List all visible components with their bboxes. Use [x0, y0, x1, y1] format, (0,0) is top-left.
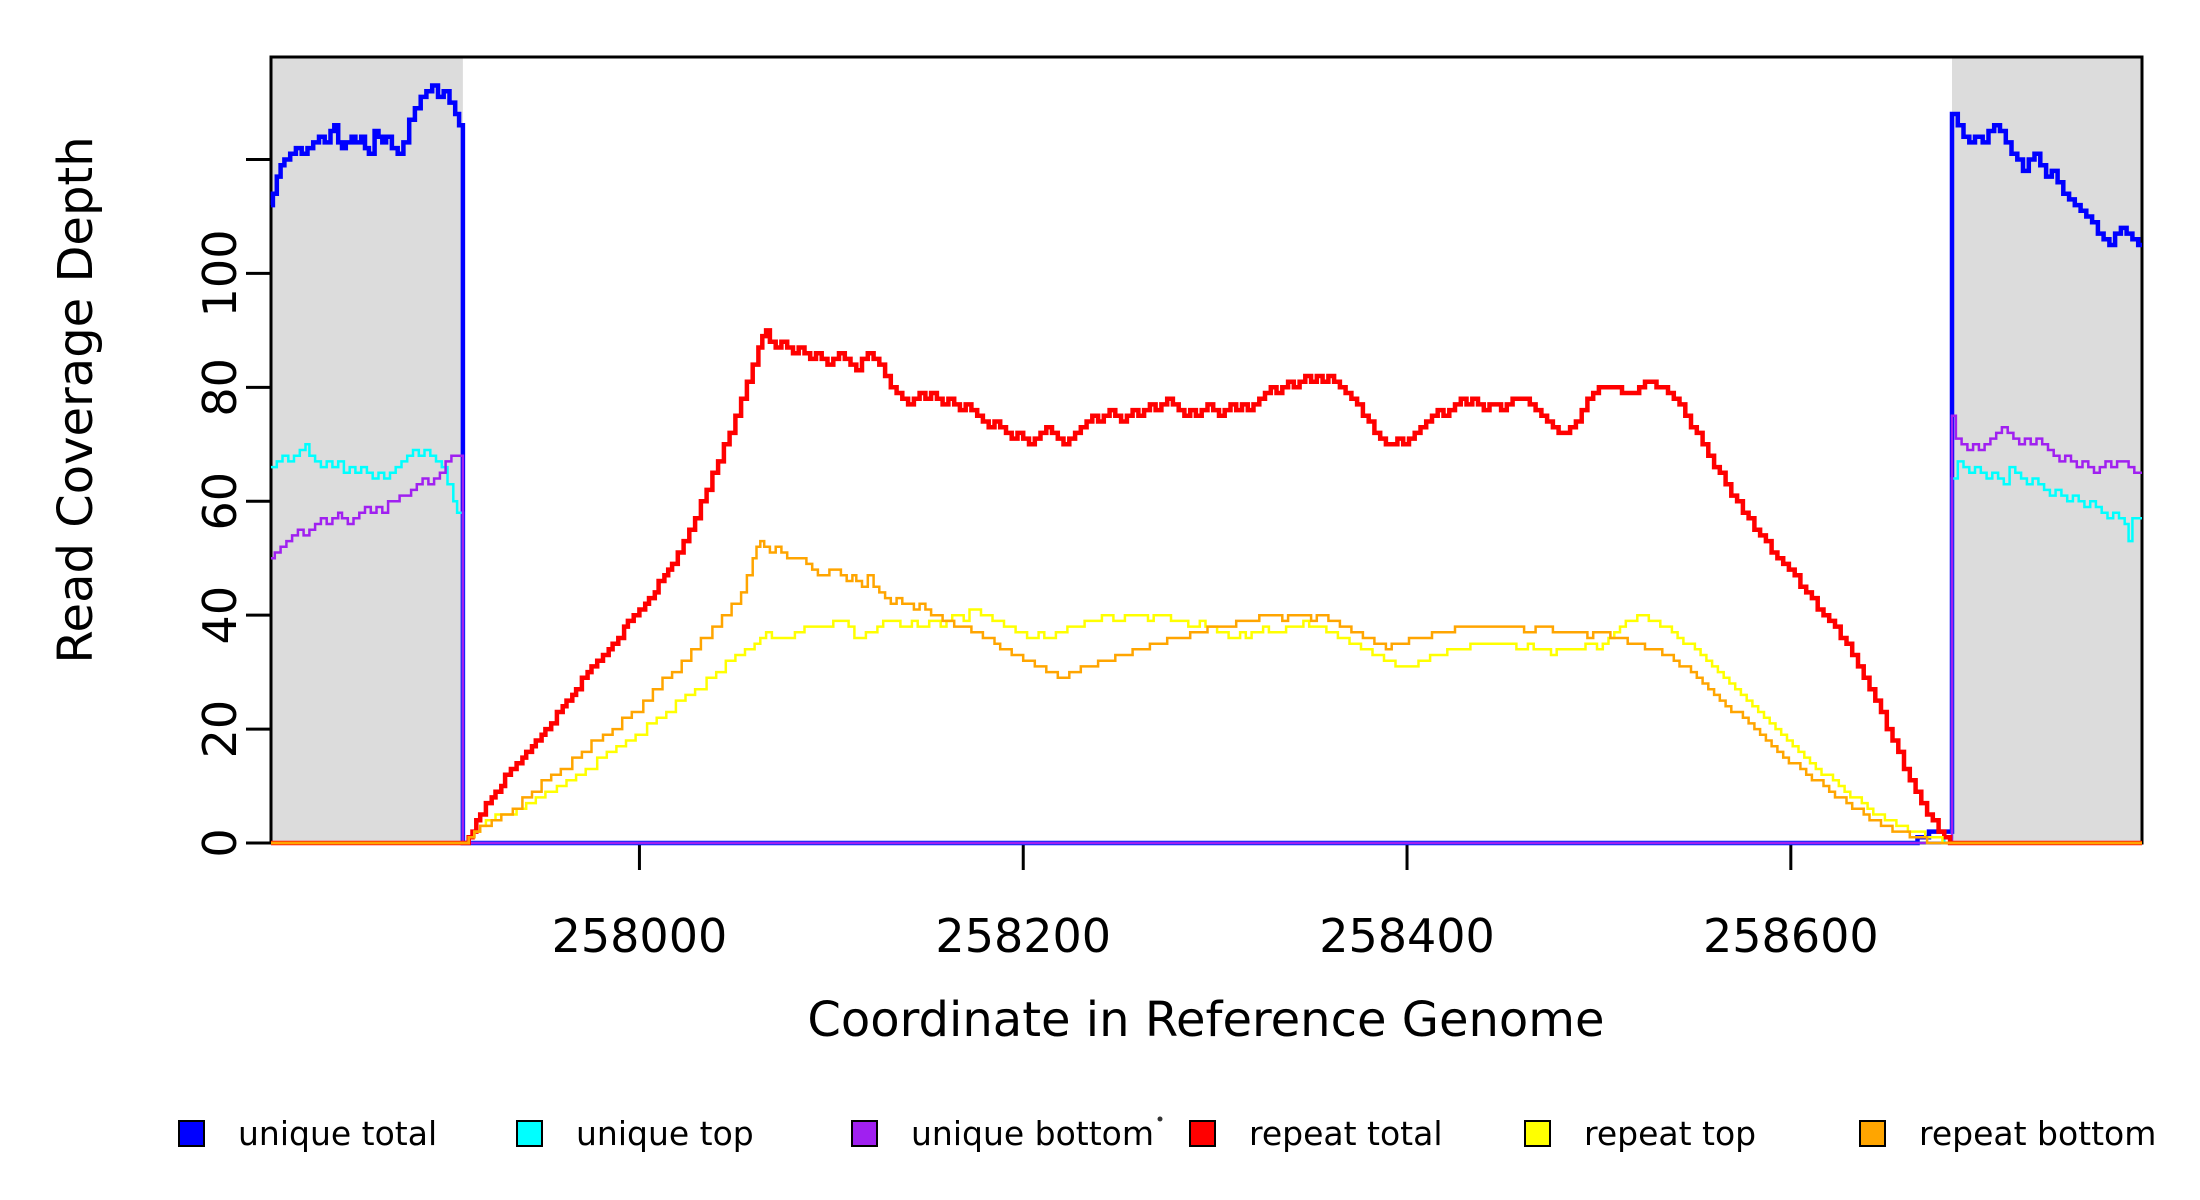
legend-swatch-2 — [516, 1120, 543, 1147]
legend-label-4: repeat total — [1249, 1114, 1443, 1153]
legend-swatch-3 — [851, 1120, 878, 1147]
y-tick-label: 20 — [193, 700, 247, 759]
y-tick-label: 60 — [193, 472, 247, 531]
x-tick-label: 258600 — [1703, 909, 1879, 963]
legend-label-3: unique bottom — [911, 1114, 1154, 1153]
y-tick-label: 40 — [193, 586, 247, 645]
legend: unique total unique top unique bottom repea… — [178, 1114, 2156, 1153]
y-tick-label: 80 — [193, 358, 247, 417]
legend-label-5: repeat top — [1584, 1114, 1756, 1153]
legend-label-1: unique total — [238, 1114, 437, 1153]
y-tick-label: 100 — [193, 230, 247, 318]
x-tick-label: 258000 — [552, 909, 728, 963]
y-axis-title: Read Coverage Depth — [48, 136, 104, 663]
x-axis-title: Coordinate in Reference Genome — [807, 992, 1604, 1048]
x-tick-label: 258200 — [935, 909, 1111, 963]
legend-swatch-5 — [1524, 1120, 1551, 1147]
axis-ticks: 258000 258200 258400 258600 0 20 40 60 80 100 — [193, 158, 1879, 963]
series-repeat-top — [271, 608, 2142, 845]
series-repeat-total — [271, 328, 2142, 846]
y-tick-label: 0 — [193, 828, 247, 857]
legend-swatch-4 — [1189, 1120, 1216, 1147]
x-tick-label: 258400 — [1319, 909, 1495, 963]
stray-dot-mark — [1157, 1116, 1163, 1122]
legend-swatch-1 — [178, 1120, 205, 1147]
legend-swatch-6 — [1859, 1120, 1886, 1147]
legend-label-6: repeat bottom — [1919, 1114, 2156, 1153]
series-repeat-bottom — [271, 539, 2142, 845]
series-unique-total — [270, 83, 2142, 846]
legend-label-2: unique top — [576, 1114, 754, 1153]
coverage-series-lines — [270, 83, 2142, 846]
series-unique-top — [271, 443, 2142, 845]
